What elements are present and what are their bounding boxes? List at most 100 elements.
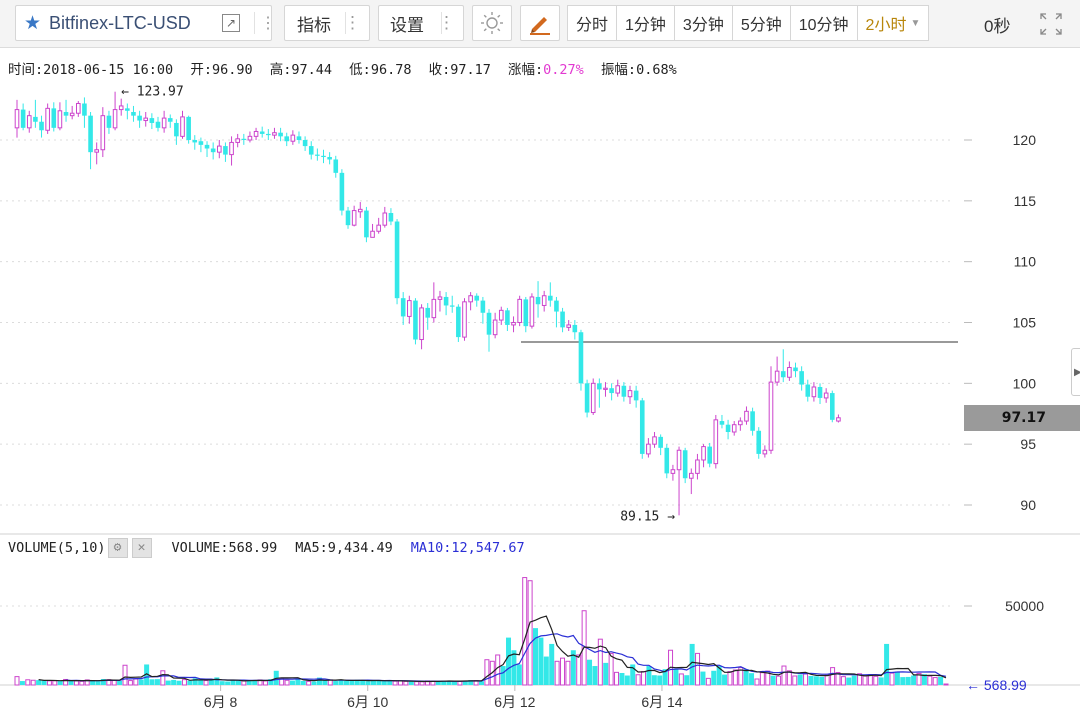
candle-body (548, 295, 553, 301)
volume-bar (624, 675, 630, 685)
interval-tab-0[interactable]: 分时 (568, 6, 618, 40)
toolbar: ★ Bitfinex-LTC-USD ↗ ⋮ 指标 ⋮ 设置 ⋮ (0, 0, 1080, 48)
low-value: 96.78 (370, 62, 412, 78)
star-icon[interactable]: ★ (24, 12, 42, 34)
candle-body (597, 383, 602, 390)
expand-icon[interactable] (1034, 8, 1068, 40)
volume-bar (770, 675, 776, 685)
volume-bar (127, 680, 133, 686)
interval-tab-3[interactable]: 5分钟 (733, 6, 791, 40)
candle-body (639, 400, 645, 454)
volume-bar (786, 670, 792, 686)
gear-icon[interactable]: ⚙ (107, 538, 128, 558)
candle-body (167, 118, 173, 122)
candle-body (474, 295, 480, 301)
volume-bar (387, 680, 393, 685)
candle-body (425, 307, 431, 318)
volume-bar (198, 680, 204, 685)
more-vertical-icon[interactable]: ⋮ (260, 15, 276, 32)
candle-body (676, 449, 682, 471)
volume-bar (889, 672, 895, 686)
chevron-down-icon[interactable]: ▼ (910, 17, 921, 29)
draw-tool-button[interactable] (520, 5, 560, 41)
candle-body (731, 424, 737, 433)
volume-bar (538, 637, 544, 685)
interval-tab-4[interactable]: 10分钟 (791, 6, 858, 40)
candle-body (431, 298, 437, 319)
candle-body (82, 103, 87, 116)
chevron-right-icon[interactable]: ▶ (1071, 348, 1080, 396)
interval-label: 10分钟 (798, 17, 849, 34)
volume-bar (446, 680, 452, 685)
candle-body (112, 109, 118, 129)
candle-body (192, 140, 198, 143)
candle-body (204, 144, 210, 149)
candle-body (69, 112, 75, 117)
volume-bar (241, 680, 247, 686)
interval-tab-2[interactable]: 3分钟 (675, 6, 733, 40)
volume-bar (894, 671, 900, 685)
volume-bar (360, 680, 366, 685)
open-external-icon[interactable]: ↗ (222, 14, 240, 32)
volume-bar (133, 678, 139, 686)
interval-selector: 分时 1分钟 3分钟 5分钟 10分钟 2小时 ▼ (567, 5, 930, 41)
candle-body (554, 300, 559, 312)
candle-body (45, 107, 50, 131)
candle-body (272, 132, 277, 136)
indicators-button[interactable]: 指标 ⋮ (284, 5, 370, 41)
amplitude-value: 0.68% (636, 62, 677, 78)
volume-bar (527, 580, 533, 686)
candle-body (284, 136, 290, 142)
theme-toggle-button[interactable] (472, 5, 512, 41)
candle-body (836, 417, 841, 422)
symbol-selector[interactable]: ★ Bitfinex-LTC-USD ↗ ⋮ (15, 5, 276, 41)
volume-bar (57, 681, 63, 685)
close-icon[interactable]: ✕ (131, 538, 152, 558)
candle-body (407, 300, 412, 317)
candle-body (155, 121, 161, 128)
volume-bar (419, 681, 425, 686)
price-chart[interactable]: 90 95 100 105 110 115 120 ← 123.97 89.15 → 50000 ←… (0, 75, 1080, 712)
candle-body (290, 134, 296, 142)
volume-bar (803, 673, 809, 686)
open-value: 96.90 (211, 62, 253, 78)
volume-tick-label: 50000 (1005, 598, 1044, 614)
candle-body (321, 155, 326, 158)
volume-bar (500, 666, 506, 685)
high-price-marker: ← 123.97 (121, 85, 184, 100)
candle-body (505, 310, 510, 325)
volume-bar (100, 678, 106, 685)
volume-bar (165, 680, 171, 685)
volume-bar (403, 680, 409, 686)
candle-body (738, 420, 743, 426)
candle-body (529, 296, 535, 327)
ma10-line (65, 633, 947, 682)
candle-body (811, 386, 817, 398)
ma5-label: MA5: (295, 540, 328, 556)
volume-bar (90, 680, 96, 685)
candle-body (615, 385, 621, 394)
candle-body (125, 108, 130, 111)
more-vertical-icon[interactable]: ⋮ (438, 13, 455, 32)
interval-tab-5[interactable]: 2小时 ▼ (858, 6, 929, 40)
low-price-marker: 89.15 → (620, 509, 675, 524)
candle-body (327, 157, 332, 160)
candle-body (713, 419, 719, 465)
volume-bar (797, 674, 803, 685)
more-vertical-icon[interactable]: ⋮ (344, 13, 361, 32)
interval-tab-1[interactable]: 1分钟 (617, 6, 675, 40)
volume-bar (651, 675, 657, 685)
volume-indicator-label: VOLUME(5,10) (8, 540, 106, 556)
volume-bar (608, 652, 614, 686)
volume-bar (316, 677, 322, 685)
last-price-label: 97.17 (964, 405, 1080, 431)
candle-body (695, 459, 700, 474)
volume-bar (522, 577, 528, 686)
candle-body (829, 393, 835, 420)
candle-body (780, 371, 786, 378)
volume-bar (506, 637, 512, 685)
volume-bar (846, 677, 852, 685)
candle-body (357, 208, 363, 213)
settings-button[interactable]: 设置 ⋮ (378, 5, 464, 41)
volume-bar (41, 680, 47, 685)
